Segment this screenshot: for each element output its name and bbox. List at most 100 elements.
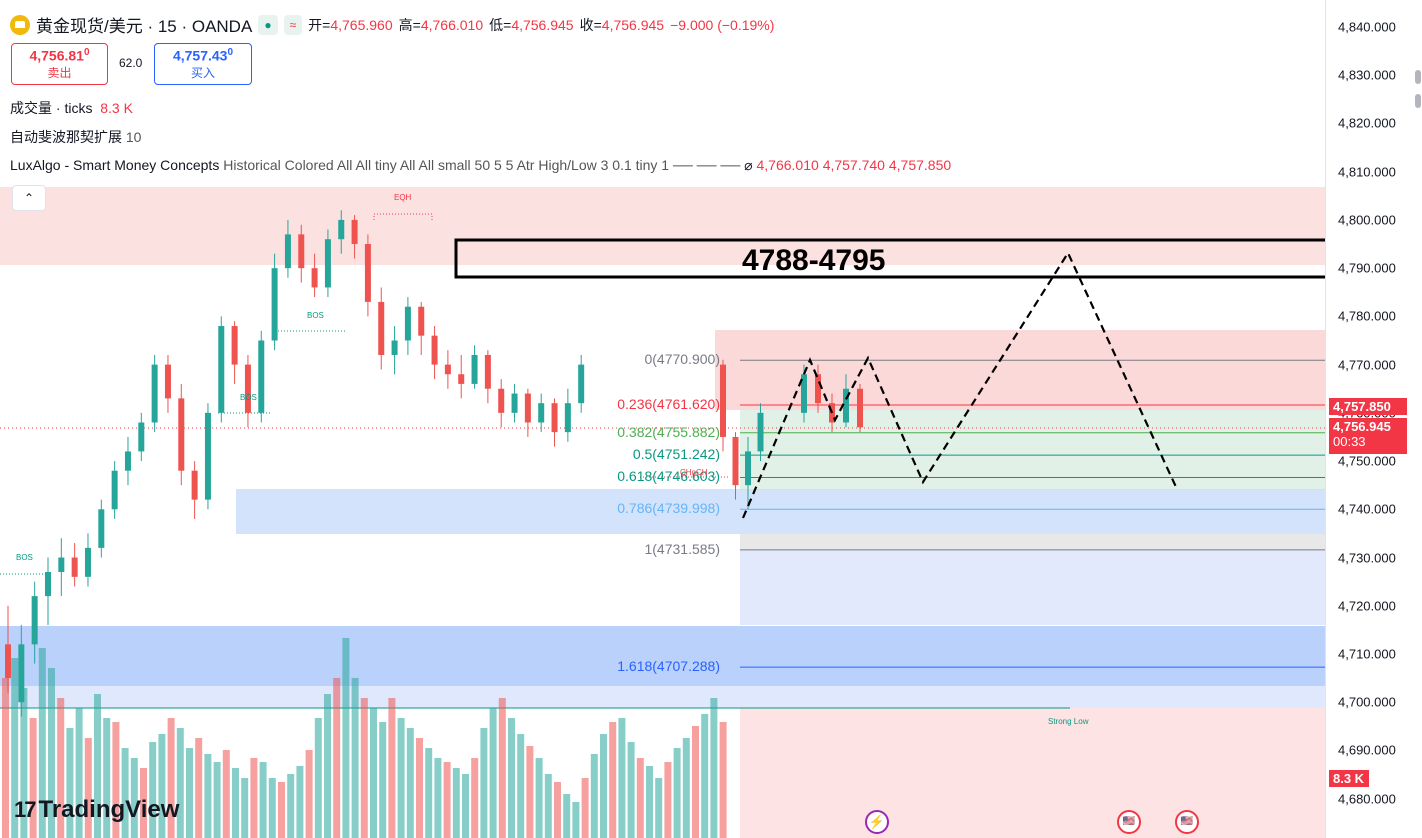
bos-label-1: BOS <box>16 553 33 562</box>
volume-bar <box>2 678 9 838</box>
gray-zone <box>740 534 1325 550</box>
volume-bar <box>517 734 525 838</box>
collapse-legend-button[interactable]: ⌃ <box>12 185 46 211</box>
volume-bar <box>618 718 626 838</box>
candle-body <box>311 268 318 288</box>
volume-bar <box>443 762 451 838</box>
fib-label: 0.382(4755.882) <box>617 423 720 440</box>
projection-path <box>741 250 1177 519</box>
tradingview-logo[interactable]: 17 TradingView <box>14 796 180 823</box>
volume-bar <box>609 722 617 838</box>
volume-bar <box>140 768 147 838</box>
volume-bar <box>462 774 469 838</box>
candle-body <box>298 234 305 269</box>
volume-bar <box>590 754 598 838</box>
candle-body <box>151 364 158 423</box>
sell-button[interactable]: 4,756.810 卖出 <box>11 43 108 85</box>
candle-body <box>351 219 358 245</box>
volume-bar <box>489 708 497 838</box>
volume-bar <box>29 718 37 838</box>
fib-blue-zone <box>740 550 1325 625</box>
candle-body <box>5 644 11 679</box>
volume-bar <box>121 748 129 838</box>
volume-bar <box>719 722 727 838</box>
eqh-line <box>373 213 433 220</box>
symbol-header: 黄金现货/美元 · 15 · OANDA ● ≈ 开=4,765.960 高=4… <box>10 12 774 37</box>
candle-body <box>418 306 425 336</box>
choch-label: CHoCH <box>680 468 708 477</box>
volume-bar <box>554 782 561 838</box>
price-tick: 4,830.000 <box>1338 67 1396 83</box>
candle-body <box>732 436 739 486</box>
candle-body <box>843 388 849 423</box>
price-tick: 4,700.000 <box>1338 694 1396 710</box>
volume-bar <box>526 746 534 838</box>
price-tick: 4,740.000 <box>1338 501 1396 517</box>
candle-body <box>378 301 385 355</box>
candle-body <box>124 451 131 471</box>
hidden-icon[interactable]: ⌀ <box>744 157 753 173</box>
price-tick: 4,840.000 <box>1338 19 1396 35</box>
eqh-label: EQH <box>394 193 412 202</box>
scroll-thumb[interactable] <box>1415 70 1421 84</box>
volume-bar <box>425 748 433 838</box>
us-flag-event-icon[interactable]: 🇺🇸 <box>1117 810 1141 834</box>
candle-body <box>98 509 105 548</box>
fib-label: 0.5(4751.242) <box>632 446 720 463</box>
candle-body <box>484 354 491 389</box>
volume-bar <box>167 718 175 838</box>
fib-indicator-legend[interactable]: 自动斐波那契扩展 10 <box>10 129 142 145</box>
volume-bar <box>278 782 285 838</box>
gold-symbol-icon <box>10 14 30 35</box>
price-tick: 4,750.000 <box>1338 453 1396 469</box>
buy-button[interactable]: 4,757.430 买入 <box>154 43 252 85</box>
price-tick: 4,820.000 <box>1338 115 1396 131</box>
candle-body <box>524 393 531 423</box>
candle-body <box>431 335 438 365</box>
volume-bar <box>434 758 442 838</box>
candle-body <box>31 596 38 645</box>
volume-bar <box>305 750 313 838</box>
target-range-label[interactable]: 4788-4795 <box>742 244 886 277</box>
volume-bar <box>84 738 92 838</box>
volume-bar <box>250 758 258 838</box>
scrollbar[interactable] <box>1415 60 1422 110</box>
candle-body <box>84 547 91 577</box>
fib-label: 0.786(4739.998) <box>617 500 720 517</box>
volume-bar <box>186 748 193 838</box>
demand-zone-bottom <box>0 686 1325 708</box>
candle-body <box>745 451 751 486</box>
compare-icon[interactable]: ≈ <box>283 14 303 35</box>
volume-indicator-legend[interactable]: 成交量 · ticks 8.3 K <box>10 100 133 116</box>
volume-bar <box>314 718 322 838</box>
fib-label: 0(4770.900) <box>644 351 720 368</box>
volume-bar <box>581 778 589 838</box>
volume-bar <box>535 758 543 838</box>
smc-indicator-legend[interactable]: LuxAlgo - Smart Money Concepts Historica… <box>10 157 952 173</box>
volume-bar <box>664 762 672 838</box>
candle-body <box>18 644 25 703</box>
volume-bar <box>213 762 221 838</box>
chart-canvas[interactable] <box>0 0 1325 838</box>
volume-bar <box>397 718 405 838</box>
strong-low-label: Strong Low <box>1048 717 1089 726</box>
volume-bar <box>498 698 506 838</box>
chart-pane[interactable]: 黄金现货/美元 · 15 · OANDA ● ≈ 开=4,765.960 高=4… <box>0 0 1325 838</box>
price-axis[interactable]: 4,840.000 4,830.000 4,820.000 4,810.000 4,80… <box>1325 0 1422 838</box>
premium-zone <box>0 187 1325 265</box>
volume-bar <box>646 766 653 838</box>
us-flag-event-icon-2[interactable]: 🇺🇸 <box>1175 810 1199 834</box>
lightning-event-icon[interactable]: ⚡ <box>865 810 889 834</box>
volume-bar <box>11 658 19 838</box>
volume-bar <box>627 742 635 838</box>
volume-bar <box>268 778 276 838</box>
volume-bar <box>112 722 120 838</box>
price-change: −9.000 (−0.19%) <box>670 16 775 33</box>
scroll-thumb-2[interactable] <box>1415 94 1421 108</box>
candle-body <box>720 364 726 437</box>
symbol-title[interactable]: 黄金现货/美元 · 15 · OANDA <box>36 17 253 36</box>
volume-bar <box>94 694 101 838</box>
price-tick: 4,780.000 <box>1338 308 1396 324</box>
candle-body <box>178 398 185 471</box>
candle-body <box>218 326 225 413</box>
